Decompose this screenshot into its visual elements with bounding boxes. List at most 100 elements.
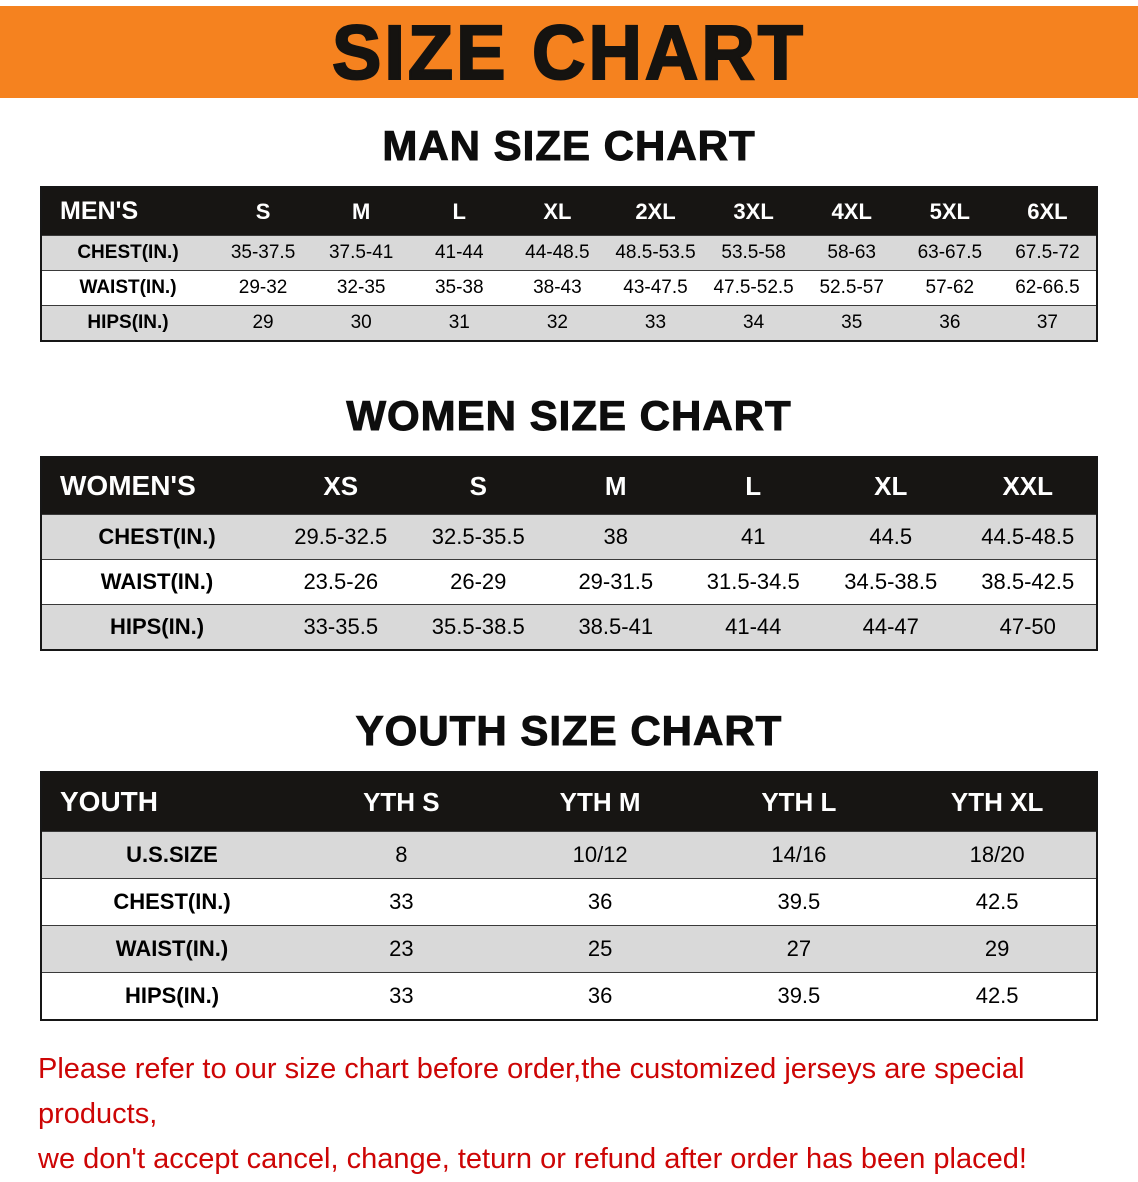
men-size-column-header: 4XL bbox=[802, 187, 901, 236]
youth-size-column-header: YTH XL bbox=[898, 772, 1097, 832]
women-table-row: WAIST(IN.) 23.5-26 26-29 29-31.5 31.5-34.5 34… bbox=[41, 559, 1097, 605]
men-size-column-header: 5XL bbox=[900, 187, 999, 236]
banner: SIZE CHART bbox=[0, 6, 1138, 98]
value-cell: 43-47.5 bbox=[606, 270, 705, 306]
value-cell: 44-48.5 bbox=[508, 235, 607, 271]
value-cell: 47-50 bbox=[959, 604, 1097, 651]
women-size-column-header: L bbox=[684, 457, 822, 515]
value-cell: 62-66.5 bbox=[998, 270, 1097, 306]
youth-size-chart-section: YOUTH SIZE CHART YOUTH YTH S YTH M YTH L YTH … bbox=[0, 707, 1138, 1022]
disclaimer-line-1: Please refer to our size chart before or… bbox=[38, 1053, 1025, 1131]
youth-table-row: WAIST(IN.) 23 25 27 29 bbox=[41, 925, 1097, 973]
value-cell: 67.5-72 bbox=[998, 235, 1097, 271]
row-label-cell: U.S.SIZE bbox=[41, 831, 302, 879]
value-cell: 33-35.5 bbox=[272, 604, 410, 651]
size-chart-sections: MAN SIZE CHART MEN'S S M L XL 2XL 3XL 4XL 5XL 6XL C… bbox=[0, 122, 1138, 1022]
youth-section-heading: YOUTH SIZE CHART bbox=[355, 707, 783, 755]
value-cell: 35-38 bbox=[410, 270, 509, 306]
value-cell: 27 bbox=[699, 925, 899, 973]
value-cell: 33 bbox=[606, 305, 705, 342]
value-cell: 29 bbox=[898, 925, 1097, 973]
men-size-column-header: S bbox=[214, 187, 313, 236]
value-cell: 23 bbox=[302, 925, 501, 973]
women-section-heading: WOMEN SIZE CHART bbox=[346, 392, 792, 440]
value-cell: 29.5-32.5 bbox=[272, 514, 410, 560]
value-cell: 34.5-38.5 bbox=[822, 559, 960, 605]
value-cell: 35 bbox=[802, 305, 901, 342]
youth-size-column-header: YTH S bbox=[302, 772, 501, 832]
men-size-column-header: 2XL bbox=[606, 187, 705, 236]
value-cell: 39.5 bbox=[699, 972, 899, 1021]
value-cell: 32-35 bbox=[312, 270, 411, 306]
value-cell: 41-44 bbox=[684, 604, 822, 651]
value-cell: 23.5-26 bbox=[272, 559, 410, 605]
men-table-title-cell: MEN'S bbox=[41, 187, 214, 236]
women-size-column-header: XXL bbox=[959, 457, 1097, 515]
youth-table-row: CHEST(IN.) 33 36 39.5 42.5 bbox=[41, 878, 1097, 926]
value-cell: 29-31.5 bbox=[547, 559, 685, 605]
value-cell: 38-43 bbox=[508, 270, 607, 306]
men-size-chart-section: MAN SIZE CHART MEN'S S M L XL 2XL 3XL 4XL 5XL 6XL C… bbox=[0, 122, 1138, 343]
value-cell: 44.5 bbox=[822, 514, 960, 560]
value-cell: 26-29 bbox=[409, 559, 547, 605]
women-header-row: WOMEN'S XS S M L XL XXL bbox=[41, 457, 1097, 515]
value-cell: 42.5 bbox=[898, 878, 1097, 926]
value-cell: 33 bbox=[302, 972, 501, 1021]
value-cell: 18/20 bbox=[898, 831, 1097, 879]
value-cell: 38.5-42.5 bbox=[959, 559, 1097, 605]
men-size-column-header: 3XL bbox=[704, 187, 803, 236]
row-label-cell: CHEST(IN.) bbox=[41, 878, 302, 926]
value-cell: 32 bbox=[508, 305, 607, 342]
women-size-column-header: XL bbox=[822, 457, 960, 515]
value-cell: 29 bbox=[214, 305, 313, 342]
disclaimer-line-2: we don't accept cancel, change, teturn o… bbox=[38, 1143, 1027, 1176]
value-cell: 39.5 bbox=[699, 878, 899, 926]
men-section-heading: MAN SIZE CHART bbox=[382, 122, 756, 169]
youth-table-row: U.S.SIZE 8 10/12 14/16 18/20 bbox=[41, 831, 1097, 879]
youth-size-column-header: YTH L bbox=[699, 772, 899, 832]
youth-header-row: YOUTH YTH S YTH M YTH L YTH XL bbox=[41, 772, 1097, 832]
value-cell: 35-37.5 bbox=[214, 235, 313, 271]
value-cell: 44-47 bbox=[822, 604, 960, 651]
row-label-cell: CHEST(IN.) bbox=[41, 514, 272, 560]
value-cell: 36 bbox=[500, 878, 700, 926]
value-cell: 32.5-35.5 bbox=[409, 514, 547, 560]
value-cell: 29-32 bbox=[214, 270, 313, 306]
value-cell: 33 bbox=[302, 878, 501, 926]
disclaimer: Please refer to our size chart before or… bbox=[38, 1047, 1100, 1182]
men-table-row: CHEST(IN.) 35-37.5 37.5-41 41-44 44-48.5 48.5… bbox=[41, 235, 1097, 271]
women-table-row: HIPS(IN.) 33-35.5 35.5-38.5 38.5-41 41-44 44-… bbox=[41, 604, 1097, 651]
value-cell: 36 bbox=[900, 305, 999, 342]
value-cell: 10/12 bbox=[500, 831, 700, 879]
value-cell: 58-63 bbox=[802, 235, 901, 271]
men-size-table: MEN'S S M L XL 2XL 3XL 4XL 5XL 6XL CHEST(IN.) 35-37… bbox=[40, 186, 1098, 343]
value-cell: 38.5-41 bbox=[547, 604, 685, 651]
men-size-column-header: M bbox=[312, 187, 411, 236]
value-cell: 8 bbox=[302, 831, 501, 879]
value-cell: 37.5-41 bbox=[312, 235, 411, 271]
men-table-row: HIPS(IN.) 29 30 31 32 33 34 35 36 37 bbox=[41, 305, 1097, 342]
value-cell: 57-62 bbox=[900, 270, 999, 306]
value-cell: 30 bbox=[312, 305, 411, 342]
row-label-cell: HIPS(IN.) bbox=[41, 305, 214, 342]
value-cell: 41-44 bbox=[410, 235, 509, 271]
men-size-column-header: L bbox=[410, 187, 509, 236]
row-label-cell: HIPS(IN.) bbox=[41, 604, 272, 651]
men-header-row: MEN'S S M L XL 2XL 3XL 4XL 5XL 6XL bbox=[41, 187, 1097, 236]
men-table-row: WAIST(IN.) 29-32 32-35 35-38 38-43 43-47.5 47.… bbox=[41, 270, 1097, 306]
women-size-column-header: XS bbox=[272, 457, 410, 515]
value-cell: 47.5-52.5 bbox=[704, 270, 803, 306]
value-cell: 48.5-53.5 bbox=[606, 235, 705, 271]
value-cell: 41 bbox=[684, 514, 822, 560]
value-cell: 31 bbox=[410, 305, 509, 342]
page-title: SIZE CHART bbox=[331, 8, 806, 96]
row-label-cell: WAIST(IN.) bbox=[41, 270, 214, 306]
youth-table-row: HIPS(IN.) 33 36 39.5 42.5 bbox=[41, 972, 1097, 1021]
value-cell: 63-67.5 bbox=[900, 235, 999, 271]
value-cell: 31.5-34.5 bbox=[684, 559, 822, 605]
value-cell: 53.5-58 bbox=[704, 235, 803, 271]
women-table-row: CHEST(IN.) 29.5-32.5 32.5-35.5 38 41 44.5 44.5… bbox=[41, 514, 1097, 560]
youth-table-title-cell: YOUTH bbox=[41, 772, 302, 832]
men-size-column-header: 6XL bbox=[998, 187, 1097, 236]
